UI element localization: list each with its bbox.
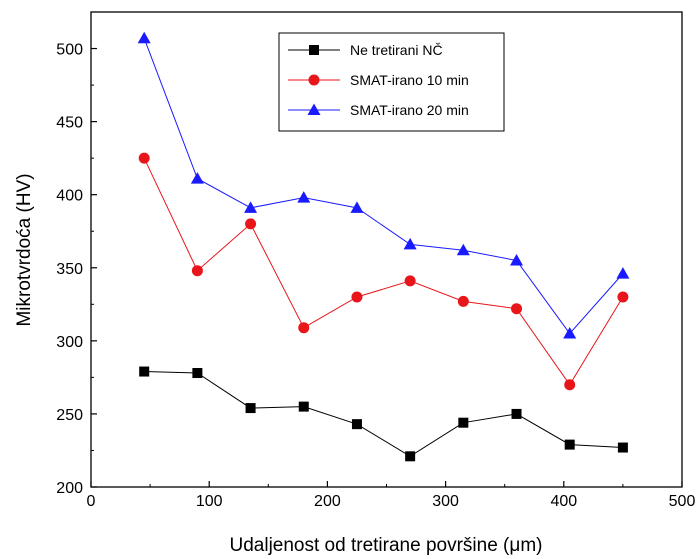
series-3 (137, 31, 630, 339)
data-point (616, 267, 630, 279)
data-point (510, 253, 524, 266)
axis-ticks: 0 100 200 300 400 500 200 250 300 350 400 450 500 (56, 42, 695, 510)
series-line (143, 157, 624, 386)
data-point (563, 327, 577, 339)
data-point (137, 31, 151, 44)
legend-entry-1: Ne tretirani NČ (288, 42, 443, 58)
data-point (139, 366, 150, 377)
legend-entry-2: SMAT-irano 10 min (288, 72, 469, 88)
data-point (456, 243, 470, 256)
series-line (144, 371, 623, 457)
data-point (511, 408, 522, 419)
x-tick-label: 400 (550, 493, 577, 510)
y-tick-label: 450 (56, 115, 83, 132)
x-tick-label: 200 (314, 493, 341, 510)
x-tick-label: 300 (432, 493, 459, 510)
x-tick-label: 100 (196, 493, 223, 510)
data-point (617, 442, 628, 453)
series-line (143, 38, 624, 335)
legend-label: Ne tretirani NČ (350, 42, 443, 58)
series-1 (139, 366, 628, 462)
data-point (403, 237, 417, 250)
data-point (617, 291, 629, 303)
y-axis-label: Mikrotvrdoća (HV) (14, 173, 35, 326)
legend-items: Ne tretirani NČ SMAT-irano 10 min SMAT-ira… (288, 42, 469, 118)
y-tick-label: 300 (56, 334, 83, 351)
data-point (297, 191, 311, 203)
y-tick-label: 200 (56, 480, 83, 497)
y-tick-label: 500 (56, 42, 83, 59)
legend-entry-3: SMAT-irano 20 min (288, 102, 469, 118)
legend-marker (309, 45, 319, 55)
data-point (458, 417, 469, 428)
data-point (564, 439, 575, 450)
data-point (298, 322, 310, 334)
data-point (351, 291, 363, 303)
data-point (191, 265, 203, 277)
data-point (245, 218, 257, 230)
x-tick-label: 500 (669, 493, 696, 510)
data-point (298, 401, 309, 412)
series-group (137, 31, 630, 462)
data-point (192, 368, 203, 378)
data-point (244, 201, 258, 213)
legend: Ne tretirani NČ SMAT-irano 10 min SMAT-ira… (278, 32, 505, 132)
data-point (457, 295, 469, 307)
data-point (405, 451, 416, 462)
y-tick-label: 400 (56, 188, 83, 205)
data-point (564, 379, 576, 391)
y-tick-label: 350 (56, 261, 83, 278)
data-point (190, 172, 204, 184)
data-point (138, 152, 150, 164)
series-2 (138, 152, 629, 391)
x-axis-label: Udaljenost od tretirane površine (μm) (230, 535, 543, 556)
data-point (245, 403, 256, 414)
legend-label: SMAT-irano 20 min (350, 102, 469, 118)
x-tick-label: 0 (87, 493, 96, 510)
y-tick-label: 250 (56, 407, 83, 424)
legend-marker (307, 103, 321, 115)
legend-marker (308, 74, 320, 86)
data-point (351, 419, 362, 430)
legend-label: SMAT-irano 10 min (350, 72, 469, 88)
data-point (511, 303, 523, 315)
data-point (404, 275, 416, 287)
data-point (350, 201, 364, 213)
